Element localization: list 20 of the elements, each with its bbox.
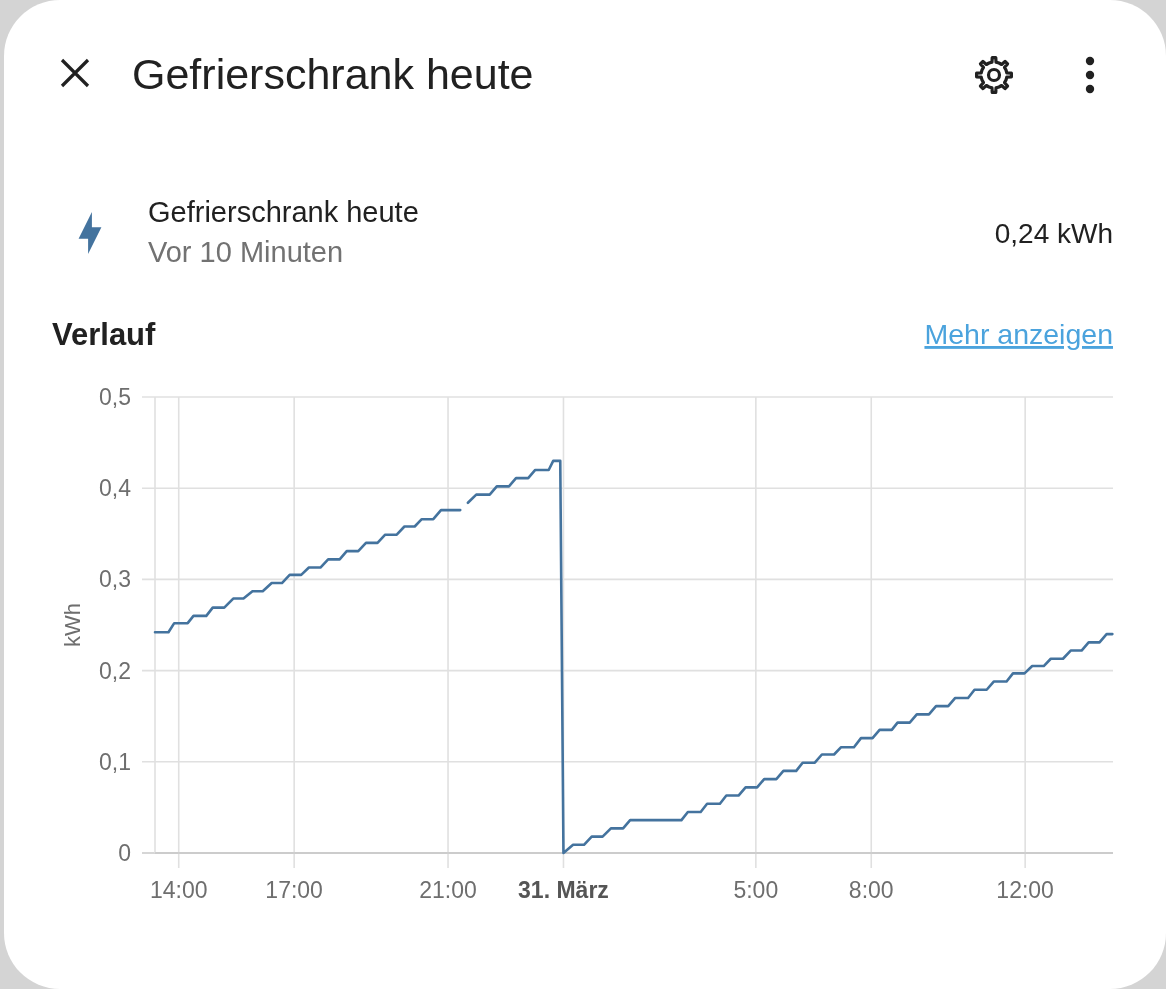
x-tick-label: 21:00 (419, 877, 477, 903)
chart-title: Gefrierschrank heute (132, 50, 534, 98)
y-tick-label: 0,2 (99, 657, 131, 684)
y-tick-label: 0,1 (99, 748, 131, 775)
y-tick-label: 0,5 (99, 384, 131, 411)
text: 0,24 kWh (994, 218, 1113, 249)
x-tick-label: 14:00 (149, 877, 208, 903)
y-tick-label: 0 (118, 840, 131, 867)
y-tick-label: 0,3 (99, 566, 131, 593)
chart-subtitle: Verlauf (52, 317, 157, 352)
text: Gefrierschrank heute (148, 196, 419, 228)
x-tick-label: 31. März (518, 877, 609, 903)
y-axis-title: kWh (60, 603, 85, 647)
text: Mehr anzeigen (924, 318, 1113, 350)
x-tick-label: 17:00 (265, 877, 323, 903)
x-tick-label: 8:00 (848, 877, 894, 903)
x-tick-label: 5:00 (733, 877, 779, 903)
text: Vor 10 Minuten (148, 236, 344, 268)
y-tick-label: 0,4 (99, 475, 132, 502)
x-tick-label: 12:00 (996, 877, 1054, 903)
